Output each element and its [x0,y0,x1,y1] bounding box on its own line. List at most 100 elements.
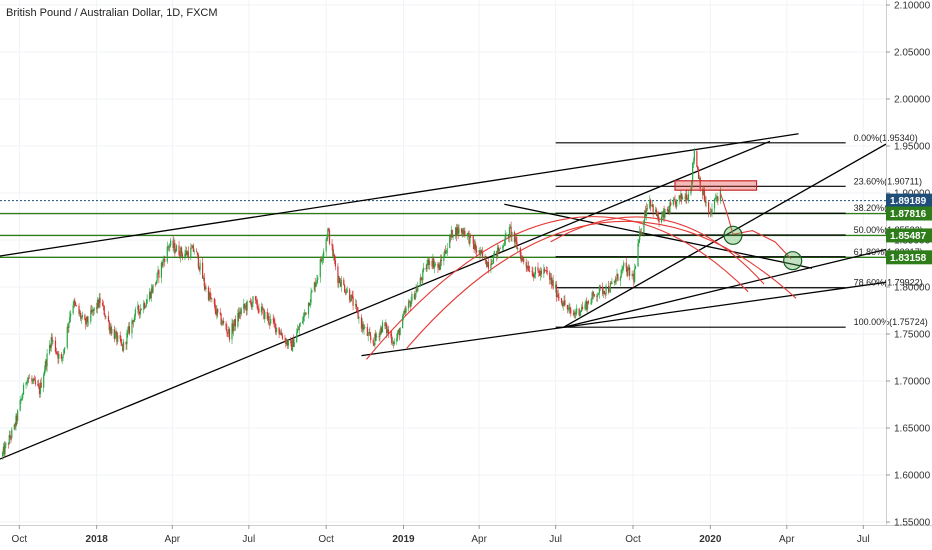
candle-body [97,299,99,308]
candle-body [232,323,234,331]
candle-body [539,270,542,276]
candle-body [343,279,345,286]
candle-body [585,301,587,305]
candle-body [444,250,446,258]
candle-body [85,316,88,325]
candle-body [428,259,430,266]
candle-body [702,190,705,195]
candle-body [116,331,118,342]
target-circle [723,225,743,245]
candle-body [564,300,566,306]
candle-body [208,292,210,300]
candle-body [697,169,700,179]
candle-body [544,270,547,271]
candle-body [404,310,406,313]
annotations [674,180,803,271]
candle-body [456,227,458,237]
candle-body [144,306,147,308]
candle-body [60,354,62,359]
candle-body [645,208,648,216]
candle-body [337,266,339,284]
candle-body [117,335,119,342]
candle-body [99,297,101,304]
candle-body [662,211,664,216]
price-badge-label: 1.87816 [890,209,927,220]
candle-body [158,270,160,278]
candle-body [427,259,429,265]
candle-body [174,243,176,253]
candle-body [572,313,574,315]
candle-body [384,322,386,327]
candle-body [162,259,164,266]
candle-body [319,259,321,278]
candle-body [528,266,530,272]
candle-body [373,343,375,345]
candle-body [516,241,518,249]
candle-body [715,198,717,199]
candle-body [385,323,387,327]
price-axis[interactable]: 2.100002.050002.000001.950001.900001.850… [886,1,931,529]
candle-body [187,251,189,258]
candle-body [438,264,440,268]
candle-body [346,289,348,292]
candle-body [119,335,121,339]
candle-body [469,234,471,244]
candle-body [179,254,181,258]
candle-body [423,267,425,270]
candle-body [101,303,104,306]
candle-body [78,305,80,314]
candle-body [114,332,116,339]
candle-body [369,332,371,336]
candle-body [81,315,83,318]
candle-body [311,290,313,293]
candle-body [66,326,68,348]
candle-body [110,327,112,334]
x-tick-label: Apr [779,534,795,545]
candle-body [593,294,595,297]
candle-body [717,196,719,201]
candle-body [226,329,228,333]
candle-body [437,263,439,268]
projection-path [719,192,792,260]
candle-body [714,198,716,199]
candle-body [358,317,360,319]
candle-body [128,326,131,334]
candle-body [579,311,581,316]
candle-body [697,166,699,170]
candle-body [676,199,678,207]
candle-body [40,382,42,388]
candle-body [143,303,145,310]
candle-body [69,316,71,323]
candle-body [596,296,598,297]
candle-body [633,274,635,282]
candle-body [674,199,676,202]
candle-body [410,301,412,307]
candle-body [626,268,628,276]
candle-body [439,264,441,270]
candle-body [625,262,627,269]
candle-body [511,232,513,237]
candle-body [637,243,639,267]
candle-body [334,260,337,267]
candle-body [227,332,229,334]
candle-body [597,294,599,297]
candle-body [209,292,211,298]
candle-body [258,308,260,313]
candle-body [463,230,465,235]
candle-body [302,316,305,322]
candle-body [181,253,184,257]
candle-body [507,234,510,238]
candle-body [303,313,305,317]
candle-body [652,204,654,212]
candle-body [98,297,100,308]
time-axis[interactable]: Oct 2018 Apr Jul Oct 2019 Apr Jul Oct 2020 Apr Jul [12,525,870,545]
candle-body [667,210,669,212]
candle-body [33,378,36,381]
y-tick-label: 1.55000 [894,518,931,529]
candle-body [156,273,158,281]
candle-body [249,300,251,302]
candle-body [205,287,207,290]
candle-body [93,307,95,311]
trend-line [504,203,813,269]
